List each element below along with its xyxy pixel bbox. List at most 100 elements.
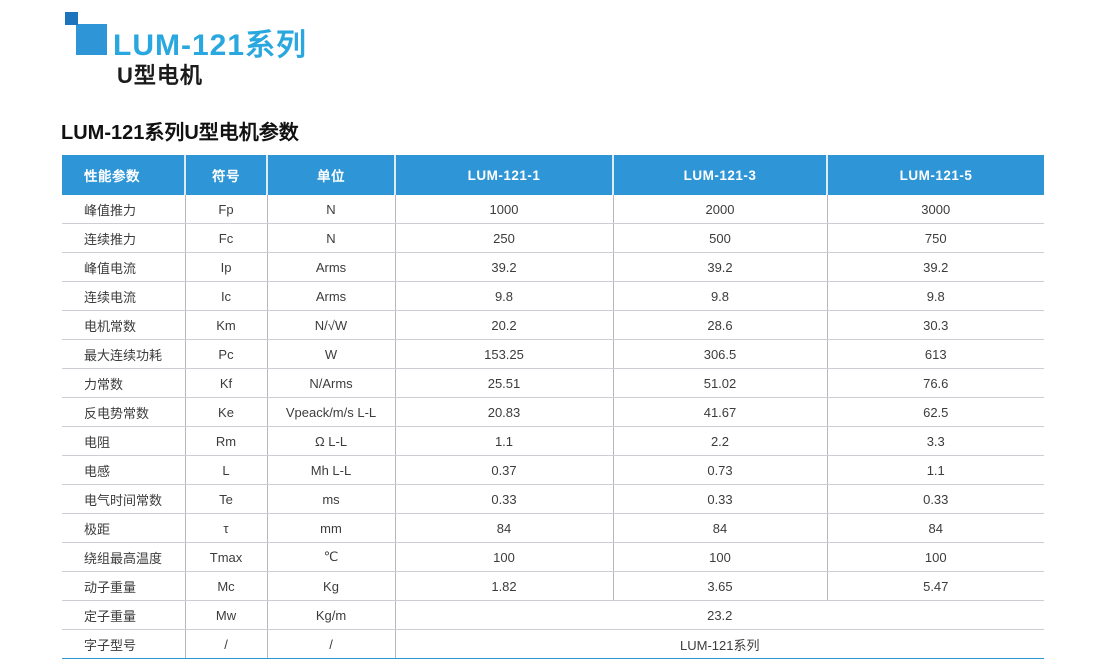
value-cell: 100 bbox=[613, 542, 828, 572]
value-cell: 750 bbox=[827, 223, 1044, 253]
header-cell-symbol: 符号 bbox=[185, 155, 268, 195]
table-row: 连续推力 Fc N 250 500 750 bbox=[62, 223, 1044, 253]
value-cell: 306.5 bbox=[613, 339, 828, 369]
value-cell: 1.1 bbox=[827, 455, 1044, 485]
param-cell: 极距 bbox=[62, 513, 186, 543]
symbol-cell: Kf bbox=[185, 368, 268, 398]
unit-cell: N/Arms bbox=[267, 368, 396, 398]
table-body: 峰值推力 Fp N 1000 2000 3000 连续推力 Fc N 250 500 750 峰值电流 I… bbox=[62, 195, 1044, 659]
value-cell: 62.5 bbox=[827, 397, 1044, 427]
value-cell: 1.82 bbox=[395, 571, 614, 601]
symbol-cell: Mw bbox=[185, 600, 268, 630]
symbol-cell: Rm bbox=[185, 426, 268, 456]
value-cell: 9.8 bbox=[395, 281, 614, 311]
table-row: 最大连续功耗 Pc W 153.25 306.5 613 bbox=[62, 339, 1044, 369]
value-cell: 500 bbox=[613, 223, 828, 253]
table-row: 峰值电流 Ip Arms 39.2 39.2 39.2 bbox=[62, 252, 1044, 282]
symbol-cell: Tmax bbox=[185, 542, 268, 572]
param-cell: 动子重量 bbox=[62, 571, 186, 601]
value-cell: 3.3 bbox=[827, 426, 1044, 456]
value-cell: 84 bbox=[395, 513, 614, 543]
symbol-cell: Pc bbox=[185, 339, 268, 369]
unit-cell: N bbox=[267, 223, 396, 253]
span-value-cell: 23.2 bbox=[395, 600, 1044, 630]
value-cell: 41.67 bbox=[613, 397, 828, 427]
table-row: 定子重量 Mw Kg/m 23.2 bbox=[62, 600, 1044, 630]
value-cell: 20.2 bbox=[395, 310, 614, 340]
header-cell-model-3: LUM-121-3 bbox=[613, 155, 828, 195]
header-cell-model-5: LUM-121-5 bbox=[827, 155, 1044, 195]
unit-cell: N/√W bbox=[267, 310, 396, 340]
param-cell: 反电势常数 bbox=[62, 397, 186, 427]
value-cell: 39.2 bbox=[395, 252, 614, 282]
params-table: 性能参数 符号 单位 LUM-121-1 LUM-121-3 LUM-121-5… bbox=[62, 155, 1044, 659]
table-row: 峰值推力 Fp N 1000 2000 3000 bbox=[62, 195, 1044, 224]
param-cell: 峰值电流 bbox=[62, 252, 186, 282]
param-cell: 定子重量 bbox=[62, 600, 186, 630]
value-cell: 2000 bbox=[613, 195, 828, 224]
table-row: 反电势常数 Ke Vpeack/m/s L-L 20.83 41.67 62.5 bbox=[62, 397, 1044, 427]
unit-cell: Arms bbox=[267, 281, 396, 311]
symbol-cell: Ic bbox=[185, 281, 268, 311]
table-row: 电阻 Rm Ω L-L 1.1 2.2 3.3 bbox=[62, 426, 1044, 456]
value-cell: 39.2 bbox=[613, 252, 828, 282]
param-cell: 字子型号 bbox=[62, 629, 186, 659]
param-cell: 电阻 bbox=[62, 426, 186, 456]
page-title: LUM-121系列 bbox=[113, 29, 308, 62]
value-cell: 0.33 bbox=[827, 484, 1044, 514]
value-cell: 0.33 bbox=[613, 484, 828, 514]
value-cell: 613 bbox=[827, 339, 1044, 369]
header-cell-param: 性能参数 bbox=[62, 155, 186, 195]
param-cell: 连续电流 bbox=[62, 281, 186, 311]
unit-cell: ms bbox=[267, 484, 396, 514]
page-subtitle: U型电机 bbox=[117, 63, 203, 88]
value-cell: 28.6 bbox=[613, 310, 828, 340]
value-cell: 39.2 bbox=[827, 252, 1044, 282]
value-cell: 2.2 bbox=[613, 426, 828, 456]
span-value-cell: LUM-121系列 bbox=[680, 637, 760, 653]
value-cell: 100 bbox=[827, 542, 1044, 572]
value-cell: 153.25 bbox=[395, 339, 614, 369]
header-cell-unit: 单位 bbox=[267, 155, 396, 195]
value-cell: 1000 bbox=[395, 195, 614, 224]
table-row: 动子重量 Mc Kg 1.82 3.65 5.47 bbox=[62, 571, 1044, 601]
value-cell: 84 bbox=[827, 513, 1044, 543]
value-cell: 25.51 bbox=[395, 368, 614, 398]
symbol-cell: Mc bbox=[185, 571, 268, 601]
section-title: LUM-121系列U型电机参数 bbox=[61, 122, 299, 144]
value-cell: 5.47 bbox=[827, 571, 1044, 601]
value-cell: 51.02 bbox=[613, 368, 828, 398]
symbol-cell: / bbox=[185, 629, 268, 659]
symbol-cell: Fp bbox=[185, 195, 268, 224]
symbol-cell: L bbox=[185, 455, 268, 485]
unit-cell: Kg bbox=[267, 571, 396, 601]
value-cell: 0.33 bbox=[395, 484, 614, 514]
table-row: 电感 L Mh L-L 0.37 0.73 1.1 bbox=[62, 455, 1044, 485]
symbol-cell: Ke bbox=[185, 397, 268, 427]
unit-cell: N bbox=[267, 195, 396, 224]
logo-square-large bbox=[76, 24, 107, 55]
symbol-cell: τ bbox=[185, 513, 268, 543]
unit-cell: Arms bbox=[267, 252, 396, 282]
value-cell: 76.6 bbox=[827, 368, 1044, 398]
value-cell: 250 bbox=[395, 223, 614, 253]
table-row: 电气时间常数 Te ms 0.33 0.33 0.33 bbox=[62, 484, 1044, 514]
table-row: 字子型号 / / LUM-121系列 bbox=[62, 629, 1044, 659]
value-cell: 0.37 bbox=[395, 455, 614, 485]
table-header-row: 性能参数 符号 单位 LUM-121-1 LUM-121-3 LUM-121-5 bbox=[62, 155, 1044, 195]
value-cell: 84 bbox=[613, 513, 828, 543]
param-cell: 力常数 bbox=[62, 368, 186, 398]
value-cell: 9.8 bbox=[827, 281, 1044, 311]
symbol-cell: Te bbox=[185, 484, 268, 514]
value-cell: 0.73 bbox=[613, 455, 828, 485]
unit-cell: / bbox=[267, 629, 396, 659]
table-row: 电机常数 Km N/√W 20.2 28.6 30.3 bbox=[62, 310, 1044, 340]
value-cell: 1.1 bbox=[395, 426, 614, 456]
param-cell: 绕组最高温度 bbox=[62, 542, 186, 572]
unit-cell: Kg/m bbox=[267, 600, 396, 630]
value-cell: 3000 bbox=[827, 195, 1044, 224]
value-cell: 30.3 bbox=[827, 310, 1044, 340]
symbol-cell: Km bbox=[185, 310, 268, 340]
value-cell: 9.8 bbox=[613, 281, 828, 311]
param-cell: 电气时间常数 bbox=[62, 484, 186, 514]
